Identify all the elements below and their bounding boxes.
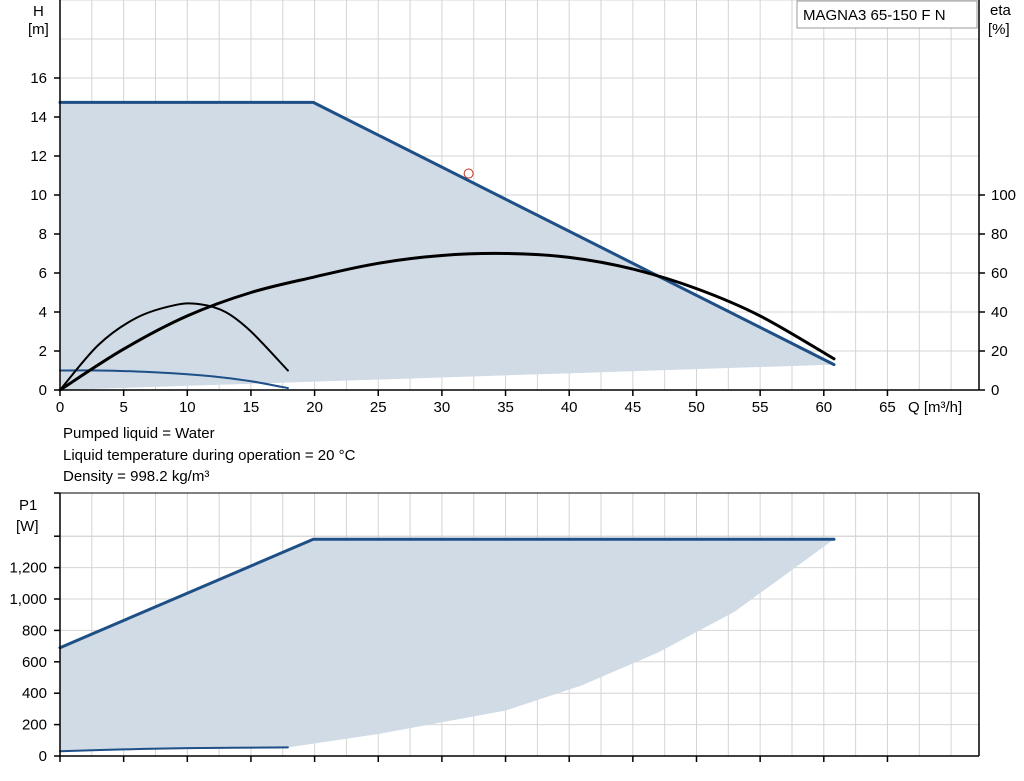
- y-tick-label: 4: [39, 304, 47, 321]
- y-tick-label: 10: [30, 187, 47, 204]
- x-tick-label: 5: [119, 399, 127, 416]
- top-chart-series: [58, 100, 836, 392]
- y-tick-label: 400: [22, 685, 47, 702]
- series-line-power-0: [58, 537, 836, 650]
- y-tick-label: 12: [30, 148, 47, 165]
- x-tick-label: 55: [752, 399, 769, 416]
- y-tick-label: 16: [30, 70, 47, 87]
- x-tick-label: 0: [56, 399, 64, 416]
- y-axis-label-h: H: [33, 3, 44, 20]
- density-info: Density = 998.2 kg/m³: [63, 468, 210, 485]
- x-tick-label: 65: [879, 399, 896, 416]
- p1-axis-label: P1: [19, 497, 37, 514]
- chart-title: MAGNA3 65-150 F N: [803, 7, 946, 24]
- x-tick-label: 20: [306, 399, 323, 416]
- bottom-operating-area: [60, 539, 834, 752]
- y2-tick-label: 80: [991, 226, 1008, 243]
- p1-axis-unit: [W]: [16, 518, 39, 535]
- top-chart-ticks: 0 2 4 6 8 10 12 14 16 0 20 40 60 80 100 0 5 10 15 20 25 30 35 4…: [30, 70, 1016, 416]
- series-line-head-1: [59, 369, 289, 390]
- y-axis-unit-m: [m]: [28, 21, 49, 38]
- y2-axis-label-eta: eta: [990, 2, 1012, 19]
- operating-range-fill: [60, 539, 834, 752]
- y2-tick-label: 20: [991, 343, 1008, 360]
- series-line-eta-2: [58, 251, 836, 392]
- x-tick-label: 45: [625, 399, 642, 416]
- bottom-chart-ticks: 0 200 400 600 800 1,000 1,200: [9, 492, 889, 765]
- operating-range-fill: [60, 102, 834, 391]
- y-tick-label: 8: [39, 226, 47, 243]
- y2-tick-label: 0: [991, 382, 999, 399]
- liquid-info: Pumped liquid = Water: [63, 425, 215, 442]
- x-tick-label: 40: [561, 399, 578, 416]
- temperature-info: Liquid temperature during operation = 20…: [63, 447, 356, 464]
- x-tick-label: 60: [815, 399, 832, 416]
- top-operating-area: [60, 102, 834, 391]
- y2-tick-label: 60: [991, 265, 1008, 282]
- y-tick-label: 0: [39, 748, 47, 765]
- x-tick-label: 35: [497, 399, 514, 416]
- y-tick-label: 800: [22, 622, 47, 639]
- y2-axis-unit: [%]: [988, 21, 1010, 38]
- y-tick-label: 1,200: [9, 560, 47, 577]
- bottom-chart-frame: [59, 492, 980, 757]
- x-tick-label: 10: [179, 399, 196, 416]
- y-tick-label: 200: [22, 717, 47, 734]
- y-tick-label: 14: [30, 109, 47, 126]
- y-tick-label: 600: [22, 654, 47, 671]
- series-line-eta-3: [59, 302, 289, 391]
- y-tick-label: 2: [39, 343, 47, 360]
- y2-tick-label: 100: [991, 187, 1016, 204]
- y-tick-label: 0: [39, 382, 47, 399]
- bottom-chart-series: [58, 537, 836, 753]
- x-tick-label: 25: [370, 399, 387, 416]
- y-tick-label: 1,000: [9, 591, 47, 608]
- x-tick-label: 15: [243, 399, 260, 416]
- y2-tick-label: 40: [991, 304, 1008, 321]
- x-axis-label: Q [m³/h]: [908, 399, 962, 416]
- x-tick-label: 50: [688, 399, 705, 416]
- model-legend-box: MAGNA3 65-150 F N: [796, 0, 978, 29]
- operating-point-marker: [463, 168, 474, 179]
- series-line-power-1: [59, 746, 289, 753]
- y-tick-label: 6: [39, 265, 47, 282]
- x-tick-label: 30: [434, 399, 451, 416]
